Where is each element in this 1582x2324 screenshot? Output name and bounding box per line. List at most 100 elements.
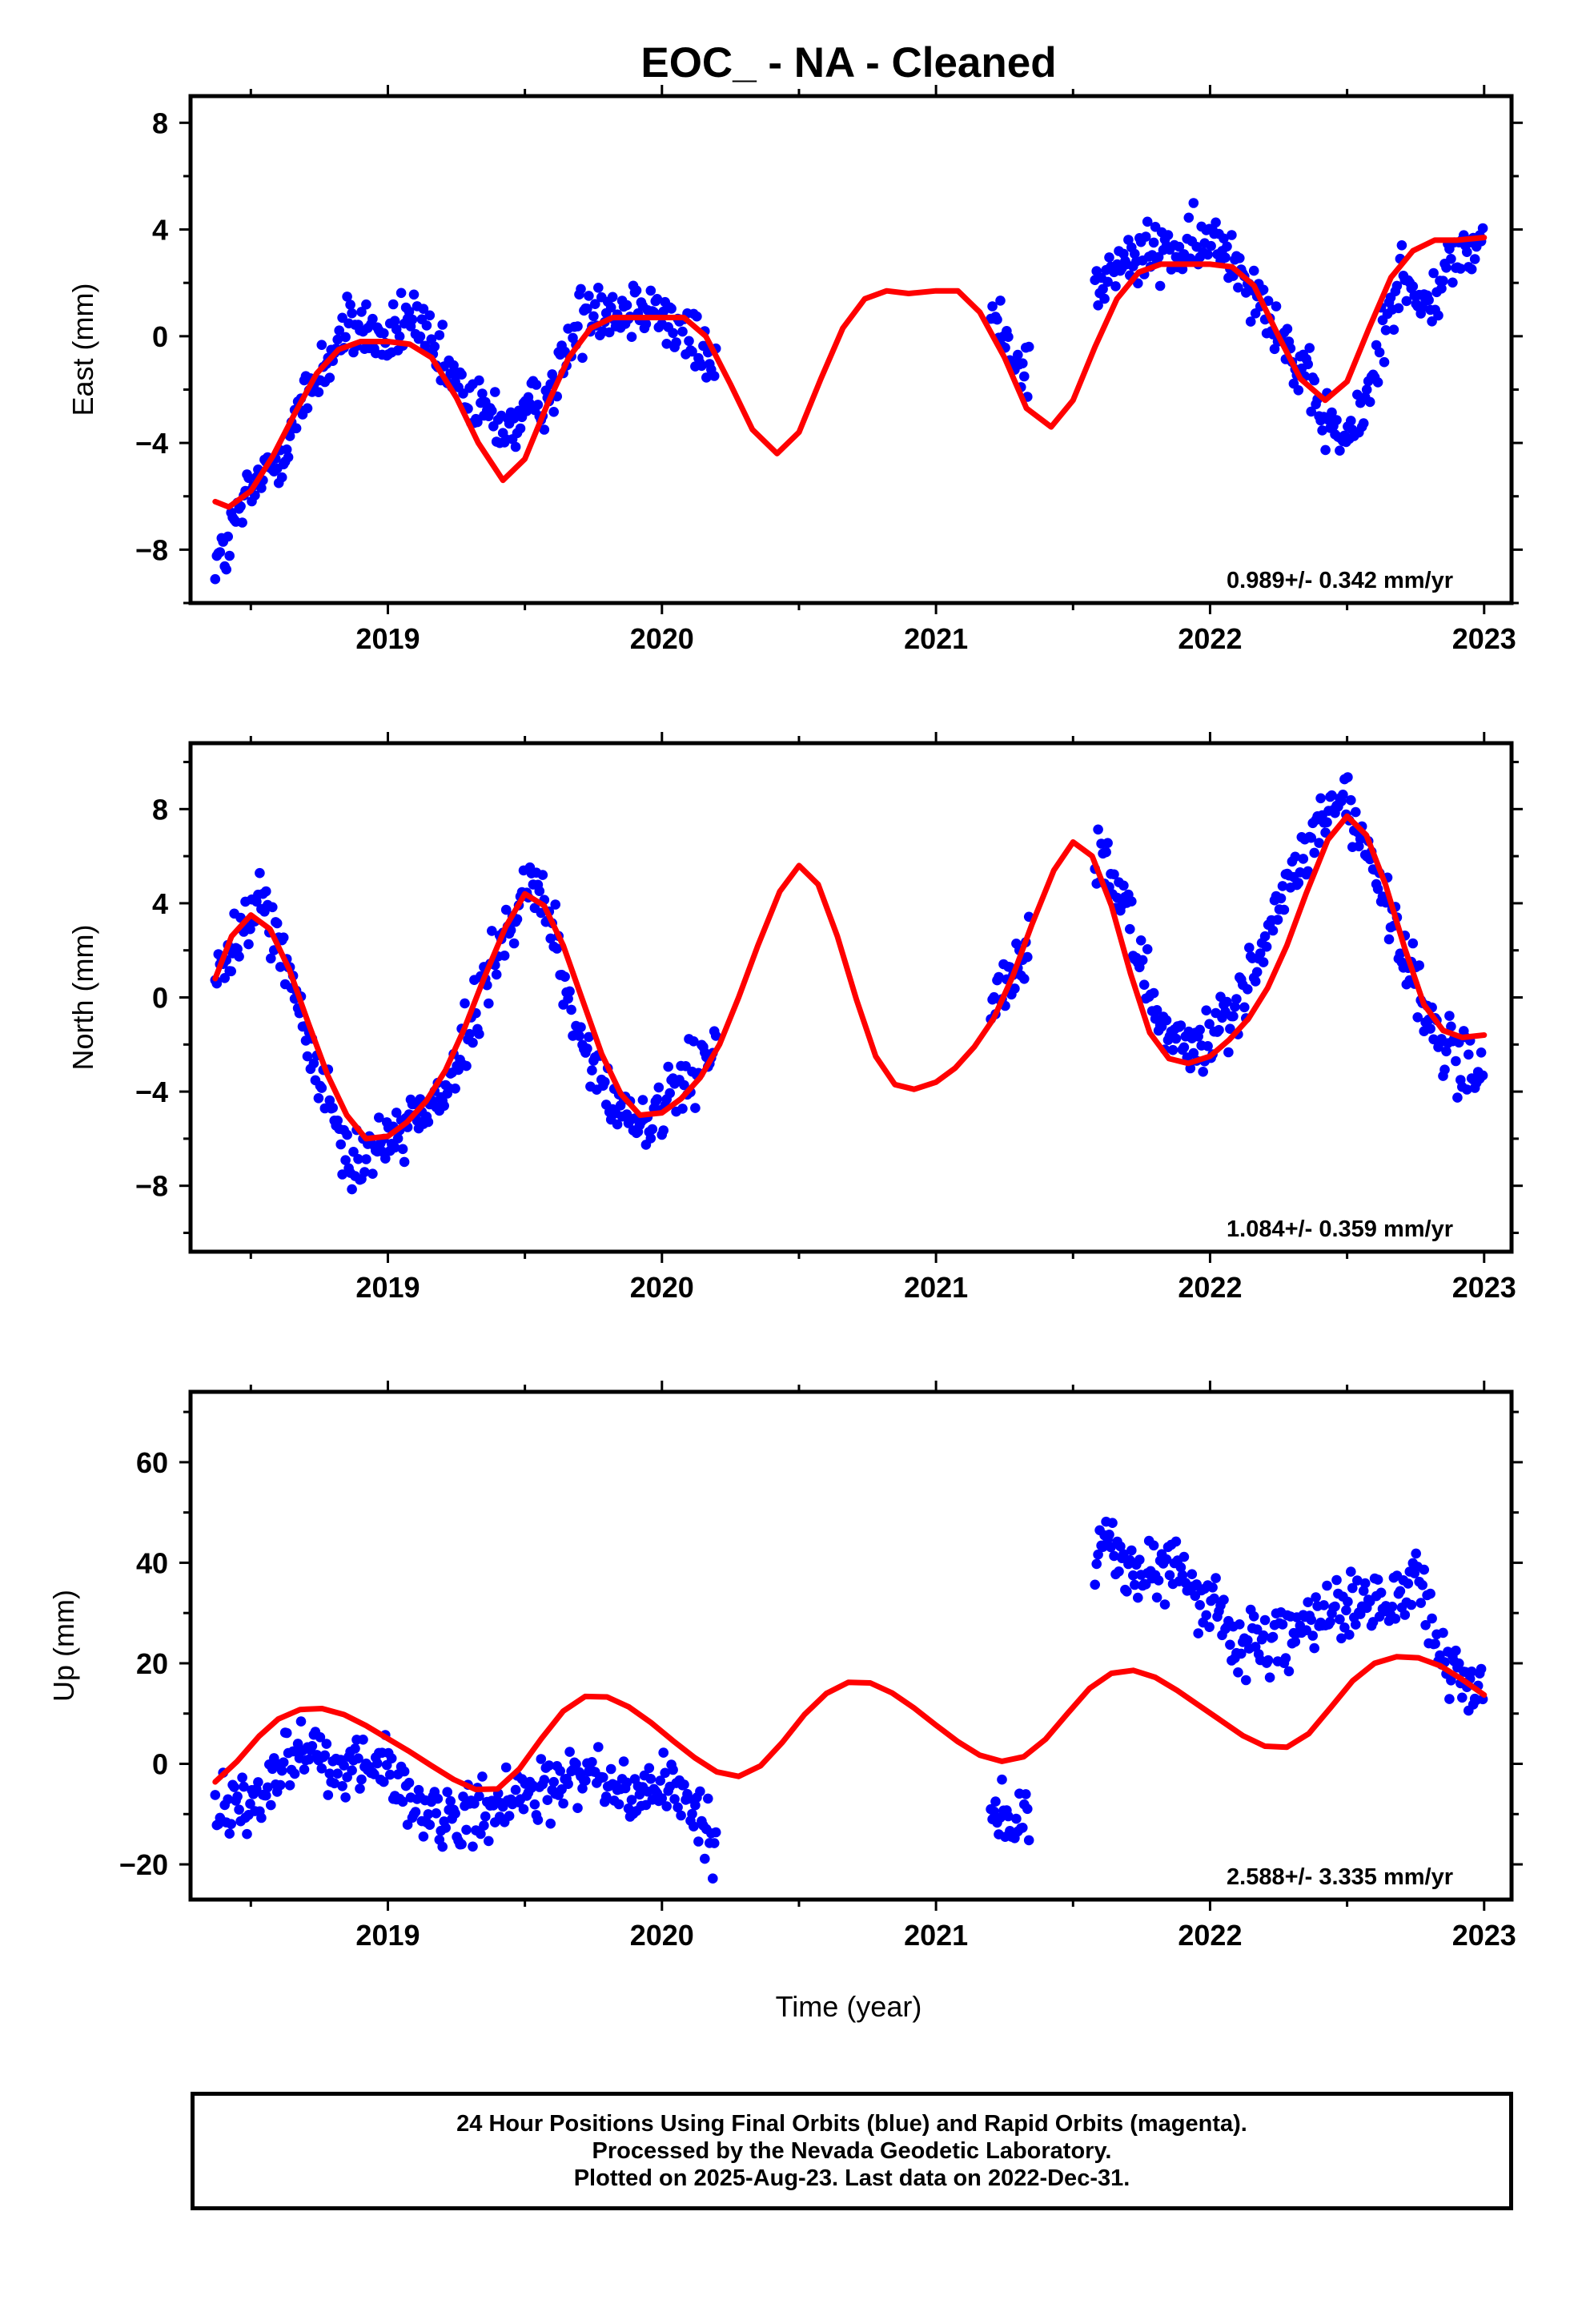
data-point (1352, 1575, 1363, 1586)
data-point (1477, 223, 1488, 234)
data-point (1223, 1047, 1234, 1058)
data-point (582, 1043, 592, 1054)
data-point (1462, 1084, 1472, 1095)
data-point (703, 1793, 713, 1804)
data-point (424, 310, 436, 321)
data-point (1128, 1570, 1138, 1581)
y-tick-label: 8 (152, 107, 168, 139)
data-point (1314, 838, 1324, 848)
data-point (1022, 1803, 1033, 1815)
data-point (564, 986, 575, 997)
data-point (1322, 1580, 1332, 1591)
observation-points (210, 1516, 1488, 1884)
data-point (1023, 341, 1034, 352)
data-point (1330, 1601, 1340, 1612)
data-point (1476, 1663, 1487, 1675)
data-point (408, 289, 420, 300)
panel-2: 2019 2020 2021 2022 2023 −20 0 20 40 60 Up (mm) 2.5… (47, 1381, 1523, 1952)
data-point (1306, 1614, 1316, 1625)
data-point (255, 867, 265, 879)
data-point (342, 1129, 352, 1140)
data-point (281, 444, 292, 455)
data-point (1282, 324, 1293, 335)
data-point (656, 1793, 667, 1803)
data-point (316, 1083, 327, 1093)
data-point (1417, 1580, 1427, 1590)
data-point (367, 1168, 378, 1179)
data-point (468, 1037, 478, 1048)
data-point (1388, 324, 1399, 336)
data-point (460, 998, 470, 1009)
data-point (661, 1801, 672, 1811)
data-point (693, 1836, 704, 1847)
data-point (235, 501, 246, 512)
data-point (1209, 1593, 1219, 1604)
data-point (276, 472, 287, 483)
data-point (618, 1756, 629, 1767)
data-point (571, 1759, 581, 1769)
data-point (1148, 987, 1159, 999)
y-tick-label: −4 (135, 1076, 168, 1108)
data-point (347, 308, 357, 319)
data-point (1245, 316, 1256, 327)
data-point (989, 1806, 999, 1817)
data-point (469, 1798, 480, 1809)
data-point (1441, 1046, 1452, 1057)
data-point (1372, 883, 1383, 895)
data-point (1151, 1592, 1162, 1603)
data-point (423, 1809, 434, 1819)
plot-content (210, 1516, 1488, 1884)
data-point (1091, 1558, 1102, 1570)
data-point (564, 1747, 575, 1757)
data-point (490, 387, 500, 397)
data-point (1423, 295, 1434, 306)
data-point (1195, 1024, 1205, 1035)
data-point (487, 405, 497, 416)
data-point (587, 1065, 597, 1076)
data-point (464, 1028, 475, 1039)
data-point (1098, 283, 1108, 295)
data-point (1133, 278, 1143, 289)
data-point (348, 1147, 359, 1157)
data-point (321, 1739, 332, 1749)
x-tick-label: 2019 (355, 1271, 420, 1304)
data-point (391, 1108, 402, 1118)
panel-1: 2019 2020 2021 2022 2023 −8 −4 0 4 8 North (mm) 1.0… (66, 732, 1523, 1304)
data-point (621, 300, 632, 311)
data-point (266, 953, 276, 964)
data-point (576, 1022, 586, 1032)
data-point (1264, 1672, 1275, 1683)
x-tick-label: 2023 (1452, 1919, 1516, 1952)
data-point (474, 1028, 484, 1039)
data-point (316, 340, 327, 351)
data-point (491, 969, 502, 980)
model-fit-line (212, 813, 1488, 1142)
data-point (1178, 1042, 1190, 1053)
data-point (574, 1031, 584, 1041)
data-point (1420, 1620, 1431, 1630)
data-point (1203, 1041, 1213, 1051)
data-point (1464, 1049, 1474, 1060)
data-point (684, 1793, 694, 1804)
data-point (1477, 1070, 1488, 1081)
data-point (397, 1144, 408, 1155)
data-point (1383, 934, 1395, 945)
data-point (332, 1116, 343, 1126)
data-point (1134, 1554, 1145, 1565)
data-point (644, 1763, 655, 1774)
data-point (1452, 1092, 1463, 1103)
data-point (1255, 948, 1266, 959)
data-point (477, 1771, 488, 1782)
data-point (353, 1753, 363, 1763)
data-point (307, 1741, 318, 1751)
data-point (308, 1058, 319, 1069)
data-point (1379, 356, 1390, 368)
data-point (1343, 1596, 1353, 1607)
data-point (245, 923, 255, 935)
data-point (431, 1808, 442, 1819)
data-point (1177, 1570, 1188, 1581)
data-point (1130, 248, 1140, 259)
data-point (587, 1757, 597, 1767)
axis-ticks (179, 732, 1523, 1263)
data-point (1010, 983, 1020, 994)
